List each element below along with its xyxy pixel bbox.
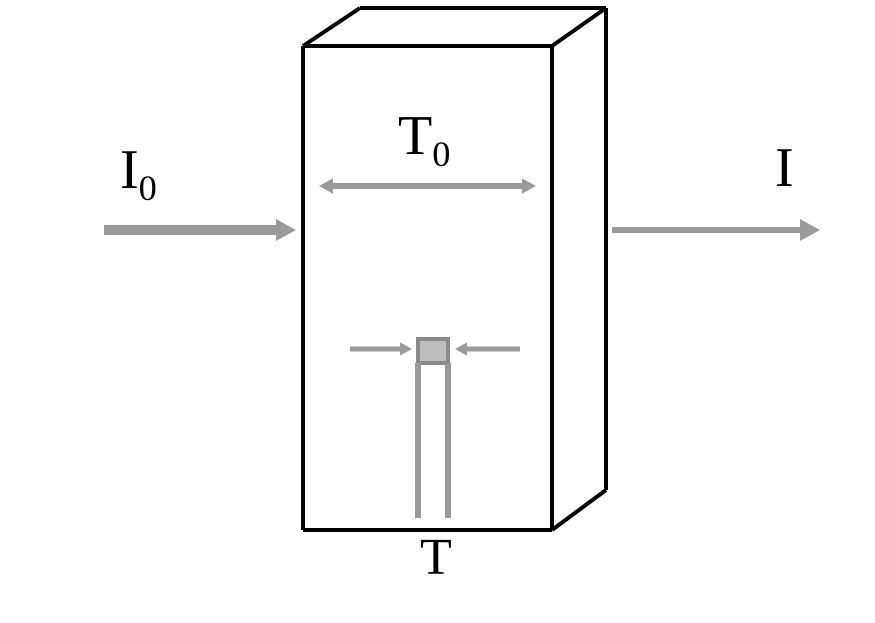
full-thickness-label: T0 <box>398 104 450 175</box>
input-intensity-symbol: I <box>120 139 139 201</box>
input-intensity-subscript: 0 <box>139 168 157 208</box>
slice-thickness-label: T <box>420 528 452 587</box>
full-thickness-symbol: T <box>398 105 432 167</box>
full-thickness-subscript: 0 <box>432 134 450 174</box>
output-intensity-symbol: I <box>775 137 794 199</box>
input-intensity-label: I0 <box>120 138 157 209</box>
output-intensity-label: I <box>775 136 794 200</box>
slice-thickness-symbol: T <box>420 529 452 586</box>
diagram-canvas: I0 I T0 T <box>0 0 875 623</box>
